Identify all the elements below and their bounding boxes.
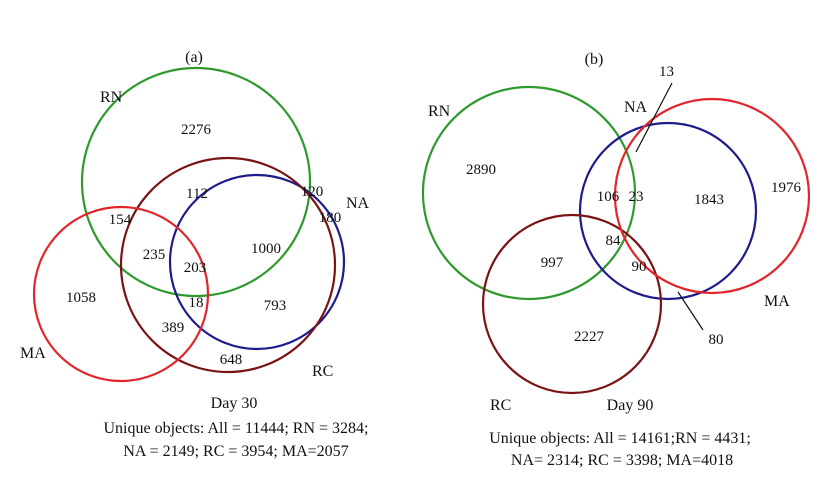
panel-a-count-rc-na-ma: 18 bbox=[189, 295, 204, 311]
panel-b-count-rn-rc: 997 bbox=[541, 255, 564, 271]
panel-a-rc-label: RC bbox=[312, 363, 333, 380]
panel-a: (a) RN NA RC MA 2276 112 120 180 154 235… bbox=[20, 49, 370, 460]
panel-b-na-circle bbox=[578, 121, 758, 301]
panel-a-count-rn-rc: 112 bbox=[186, 186, 208, 202]
panel-b-leader-13 bbox=[635, 82, 673, 153]
panel-a-count-ma-only: 1058 bbox=[66, 290, 96, 306]
panel-b-rn-label: RN bbox=[428, 103, 451, 120]
panel-b-count-rc-na: 90 bbox=[632, 259, 647, 275]
panel-b-leader-80 bbox=[677, 291, 704, 331]
panel-a-caption-line1: Unique objects: All = 11444; RN = 3284; bbox=[104, 420, 369, 437]
panel-b-title: (b) bbox=[585, 51, 604, 68]
panel-b-ma-circle bbox=[613, 97, 811, 295]
panel-a-count-rc-ma: 389 bbox=[162, 320, 185, 336]
panel-a-caption-line2: NA = 2149; RC = 3954; MA=2057 bbox=[123, 443, 348, 460]
panel-b-count-na-only: 80 bbox=[709, 332, 724, 348]
panel-b-count-rn-rc-na: 84 bbox=[606, 233, 622, 249]
panel-b-na-label: NA bbox=[624, 99, 648, 116]
panel-b-day: Day 90 bbox=[607, 397, 654, 414]
panel-a-na-circle bbox=[168, 173, 346, 351]
panel-b-count-rn-na: 106 bbox=[597, 189, 620, 205]
panel-b-ma-label: MA bbox=[764, 293, 790, 310]
panel-b-rn-circle bbox=[421, 85, 637, 301]
panel-a-count-rn-rc-ma: 235 bbox=[143, 247, 166, 263]
panel-b-rc-circle bbox=[481, 213, 663, 395]
panel-a-count-all-four: 203 bbox=[184, 260, 207, 276]
panel-a-rc-circle bbox=[119, 156, 337, 374]
panel-b-caption-line2: NA= 2314; RC = 3398; MA=4018 bbox=[511, 452, 733, 469]
panel-b-count-rn-only: 2890 bbox=[466, 162, 496, 178]
panel-a-count-rn-rc-na: 1000 bbox=[251, 241, 281, 257]
panel-a-ma-label: MA bbox=[20, 345, 46, 362]
panel-b: (b) RN NA RC MA 13 2890 106 23 1843 1976… bbox=[421, 51, 811, 469]
panel-b-count-rn-na-ma: 13 bbox=[659, 64, 674, 80]
panel-a-count-rc-na: 793 bbox=[264, 298, 287, 314]
panel-b-count-ma-ring: 1976 bbox=[771, 180, 802, 196]
panel-a-na-label: NA bbox=[346, 195, 370, 212]
panel-b-rc-label: RC bbox=[490, 397, 511, 414]
panel-a-day: Day 30 bbox=[211, 395, 258, 412]
panel-b-count-rc-only: 2227 bbox=[574, 329, 605, 345]
panel-b-caption-line1: Unique objects: All = 14161;RN = 4431; bbox=[489, 430, 751, 447]
panel-b-count-ma-only: 1843 bbox=[694, 192, 724, 208]
panel-a-count-na-only: 180 bbox=[319, 210, 342, 226]
panel-a-title: (a) bbox=[185, 49, 203, 66]
panel-a-ma-circle bbox=[32, 205, 210, 383]
panel-a-count-rc-only: 648 bbox=[220, 352, 243, 368]
panel-a-count-rn-na: 120 bbox=[301, 184, 324, 200]
panel-b-count-na-ma: 23 bbox=[629, 189, 644, 205]
panel-a-rn-label: RN bbox=[100, 89, 123, 106]
panel-a-count-rn-only: 2276 bbox=[181, 122, 212, 138]
panel-a-count-rn-ma: 154 bbox=[109, 212, 132, 228]
panel-a-rn-circle bbox=[80, 66, 312, 298]
